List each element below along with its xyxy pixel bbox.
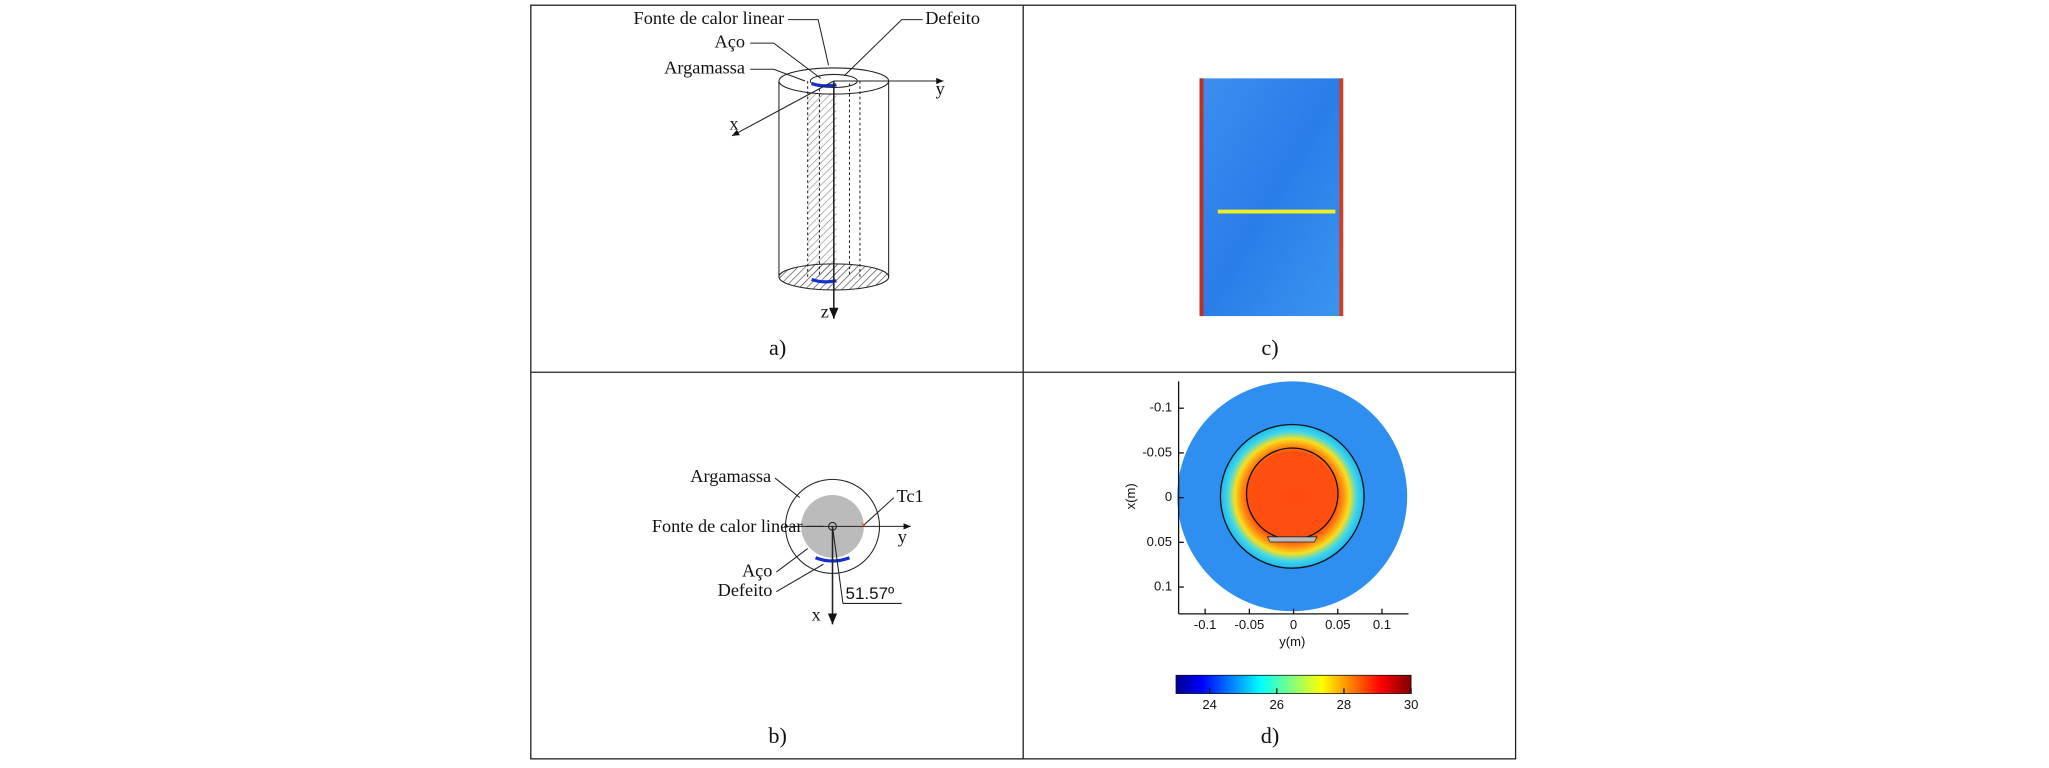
y-tick-label: 0 [1165, 489, 1172, 504]
y-tick-label: 0.05 [1147, 534, 1172, 549]
label: Argamassa [690, 466, 771, 486]
panel-c: c) [1199, 78, 1344, 360]
y-tick-label: -0.05 [1142, 444, 1172, 459]
label: y [936, 78, 946, 98]
x-tick-label: 0.1 [1373, 617, 1391, 632]
colorbar-tick-label: 28 [1337, 697, 1352, 712]
x-tick-label: 0.05 [1325, 617, 1350, 632]
caption: a) [769, 335, 786, 360]
caption: d) [1261, 723, 1279, 748]
label: 51.57º [846, 584, 895, 603]
label: Fonte de calor linear [652, 516, 803, 536]
colorbar-tick-label: 24 [1202, 697, 1217, 712]
colorbar-tick-label: 30 [1404, 697, 1419, 712]
x-tick-label: -0.05 [1234, 617, 1264, 632]
panel-a [731, 19, 944, 319]
x-tick-label: -0.1 [1194, 617, 1216, 632]
caption: c) [1261, 335, 1278, 360]
colorbar-tick-label: 26 [1270, 697, 1285, 712]
label: Aço [742, 560, 772, 580]
label: y [898, 526, 908, 546]
label: Fonte de calor linear [634, 8, 785, 28]
frame [530, 4, 1517, 760]
y-tick-label: -0.1 [1150, 400, 1172, 415]
svg-text:×: × [861, 519, 868, 532]
label: x [729, 114, 738, 134]
label: Aço [715, 31, 745, 51]
label: Tc1 [897, 486, 924, 506]
y-axis-label: x(m) [1123, 483, 1138, 509]
panel-d: y(m) x(m) d) -0.1 -0.05 0 0.05 0.1 -0.1 -0.05 0… [1123, 381, 1418, 748]
panel-b-labels: Argamassa Tc1 Fonte de calor linear y Aç… [652, 466, 924, 748]
panel-b: × [774, 477, 911, 625]
panel-a-labels: Fonte de calor linear Defeito Aço Argama… [634, 8, 980, 360]
label: x [812, 605, 821, 625]
y-tick-label: 0.1 [1154, 579, 1172, 594]
x-axis-label: y(m) [1279, 634, 1305, 649]
x-tick-label: 0 [1290, 617, 1297, 632]
label: z [821, 302, 829, 322]
caption: b) [768, 723, 786, 748]
label: Argamassa [664, 57, 745, 77]
label: Defeito [718, 580, 773, 600]
label: Defeito [925, 8, 980, 28]
